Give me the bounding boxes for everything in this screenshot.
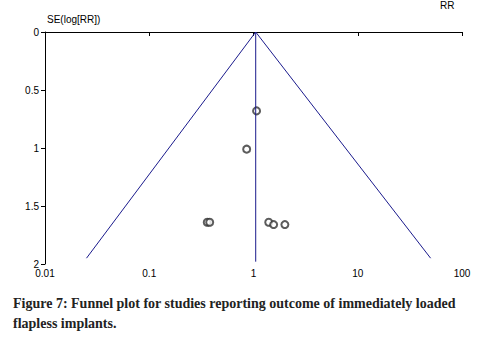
svg-text:RR: RR	[440, 0, 454, 11]
svg-text:flapless implants.: flapless implants.	[13, 316, 116, 331]
svg-text:10: 10	[352, 268, 364, 279]
svg-text:0.5: 0.5	[25, 85, 39, 96]
svg-text:1: 1	[33, 143, 39, 154]
svg-text:1: 1	[251, 268, 257, 279]
svg-text:0: 0	[33, 27, 39, 38]
svg-text:2: 2	[33, 258, 39, 270]
svg-text:0.01: 0.01	[35, 268, 55, 279]
svg-text:1.5: 1.5	[25, 201, 39, 212]
svg-text:0.1: 0.1	[142, 268, 156, 279]
svg-text:100: 100	[454, 268, 471, 279]
svg-text:SE(log[RR]): SE(log[RR])	[47, 14, 100, 25]
svg-text:Figure 7: Funnel plot for stud: Figure 7: Funnel plot for studies report…	[13, 296, 459, 311]
